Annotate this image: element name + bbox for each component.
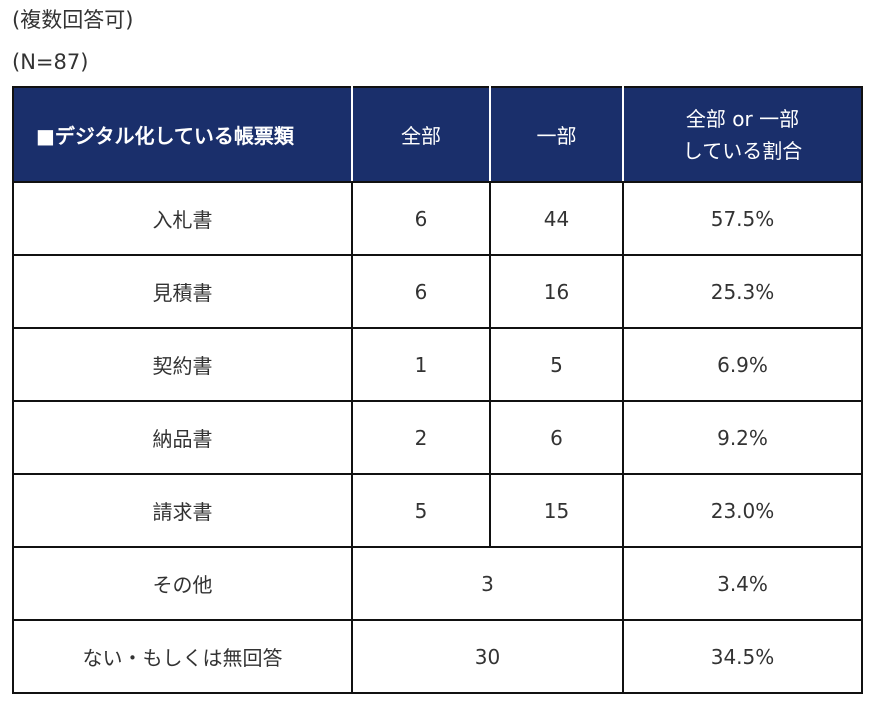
table-header: ■デジタル化している帳票類 全部 一部 全部 or 一部 している割合 <box>12 86 863 183</box>
row-partial-count: 44 <box>489 181 624 256</box>
row-merged-count: 3 <box>351 546 624 621</box>
row-ratio: 34.5% <box>622 619 863 694</box>
row-ratio: 9.2% <box>622 400 863 475</box>
row-all-count: 6 <box>351 181 491 256</box>
table-row-merged: ない・もしくは無回答 30 34.5% <box>12 619 863 694</box>
table-body: 入札書 6 44 57.5% 見積書 6 16 25.3% 契約書 1 5 6.… <box>12 181 863 694</box>
row-ratio: 57.5% <box>622 181 863 256</box>
row-label: 契約書 <box>12 327 353 402</box>
sample-size-note: (N=87) <box>12 50 89 74</box>
row-partial-count: 16 <box>489 254 624 329</box>
row-all-count: 1 <box>351 327 491 402</box>
header-ratio-line2: している割合 <box>682 138 803 163</box>
row-ratio: 23.0% <box>622 473 863 548</box>
row-label: ない・もしくは無回答 <box>12 619 353 694</box>
row-ratio: 6.9% <box>622 327 863 402</box>
table-row: 納品書 2 6 9.2% <box>12 400 863 475</box>
header-partial: 一部 <box>489 86 624 183</box>
row-partial-count: 15 <box>489 473 624 548</box>
header-category: ■デジタル化している帳票類 <box>12 86 353 183</box>
header-row: ■デジタル化している帳票類 全部 一部 全部 or 一部 している割合 <box>12 86 863 183</box>
row-label: 見積書 <box>12 254 353 329</box>
digitized-forms-table: ■デジタル化している帳票類 全部 一部 全部 or 一部 している割合 入札書 … <box>12 86 863 694</box>
row-label: その他 <box>12 546 353 621</box>
row-merged-count: 30 <box>351 619 624 694</box>
table-row: 入札書 6 44 57.5% <box>12 181 863 256</box>
row-partial-count: 6 <box>489 400 624 475</box>
table-row: 契約書 1 5 6.9% <box>12 327 863 402</box>
table-row: 請求書 5 15 23.0% <box>12 473 863 548</box>
row-all-count: 6 <box>351 254 491 329</box>
header-all: 全部 <box>351 86 491 183</box>
multiple-answers-note: (複数回答可) <box>12 8 134 32</box>
row-label: 請求書 <box>12 473 353 548</box>
table-row: 見積書 6 16 25.3% <box>12 254 863 329</box>
header-ratio: 全部 or 一部 している割合 <box>622 86 863 183</box>
row-label: 入札書 <box>12 181 353 256</box>
row-all-count: 2 <box>351 400 491 475</box>
header-ratio-line1: 全部 or 一部 <box>685 106 800 131</box>
row-label: 納品書 <box>12 400 353 475</box>
row-ratio: 3.4% <box>622 546 863 621</box>
row-all-count: 5 <box>351 473 491 548</box>
row-partial-count: 5 <box>489 327 624 402</box>
row-ratio: 25.3% <box>622 254 863 329</box>
table-row-merged: その他 3 3.4% <box>12 546 863 621</box>
